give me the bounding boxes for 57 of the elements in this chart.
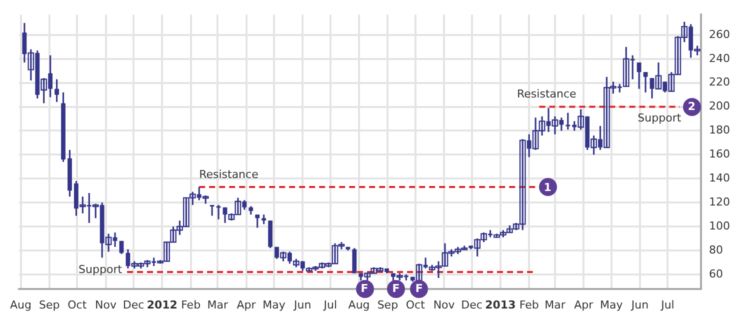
x-tick-label: Feb xyxy=(181,298,201,312)
x-tick-label: Jun xyxy=(293,298,312,312)
x-tick-label: Mar xyxy=(544,298,566,312)
y-tick-label: 120 xyxy=(709,195,730,208)
annotation: F xyxy=(415,282,423,296)
circle-badge: 1 xyxy=(538,178,557,196)
circle-badge: F xyxy=(386,280,405,298)
x-tick-label: Oct xyxy=(68,298,88,312)
candlestick xyxy=(566,112,570,130)
x-tick-label: May xyxy=(262,298,286,312)
x-tick-label: Mar xyxy=(207,298,228,312)
annotation: Support xyxy=(638,112,682,125)
annotation: F xyxy=(360,282,368,296)
x-tick-label: Feb xyxy=(519,298,539,312)
x-tick-label: Nov xyxy=(433,298,456,312)
x-tick-label: Sep xyxy=(39,298,60,312)
x-tick-label: Apr xyxy=(574,298,594,312)
x-tick-label: May xyxy=(600,298,624,312)
x-tick-label: Jul xyxy=(322,298,338,312)
x-tick-label: Aug xyxy=(348,298,370,312)
candlestick xyxy=(352,247,357,274)
candlestick xyxy=(255,214,260,229)
x-tick-label: Oct xyxy=(406,298,426,312)
candlestick xyxy=(643,71,648,94)
circle-badge: F xyxy=(410,280,428,298)
candlestick xyxy=(216,204,221,220)
candlestick xyxy=(636,62,642,90)
circle-badge: 2 xyxy=(682,98,701,116)
y-tick-label: 160 xyxy=(709,148,730,161)
x-tick-label: Apr xyxy=(236,298,256,312)
y-tick-label: 80 xyxy=(709,243,723,256)
y-tick-label: 240 xyxy=(709,52,730,65)
candlestick xyxy=(119,240,124,255)
x-tick-label: Dec xyxy=(461,298,482,312)
circle-badge: F xyxy=(356,280,374,298)
y-tick-label: 100 xyxy=(709,219,730,232)
annotation: 1 xyxy=(544,180,552,194)
x-tick-label: Dec xyxy=(122,298,144,312)
x-tick-label: Jul xyxy=(660,298,674,312)
annotation: Support xyxy=(78,262,123,276)
x-tick-label: Aug xyxy=(10,298,32,312)
y-tick-label: 220 xyxy=(709,76,730,89)
candlestick xyxy=(262,214,266,225)
x-tick-label: Nov xyxy=(95,298,118,312)
annotation: Resistance xyxy=(199,168,259,181)
x-tick-label: 2013 xyxy=(485,298,516,312)
y-tick-label: 180 xyxy=(709,124,730,137)
y-tick-label: 260 xyxy=(709,28,730,41)
x-tick-label: 2012 xyxy=(146,298,178,312)
annotation: Resistance xyxy=(517,88,577,101)
y-tick-label: 200 xyxy=(709,100,730,113)
annotation: 2 xyxy=(688,100,696,114)
y-tick-label: 60 xyxy=(709,267,723,280)
x-tick-label: Sep xyxy=(377,298,398,312)
x-tick-label: Jun xyxy=(630,298,649,312)
annotation: F xyxy=(392,282,400,296)
y-tick-label: 140 xyxy=(709,172,730,184)
